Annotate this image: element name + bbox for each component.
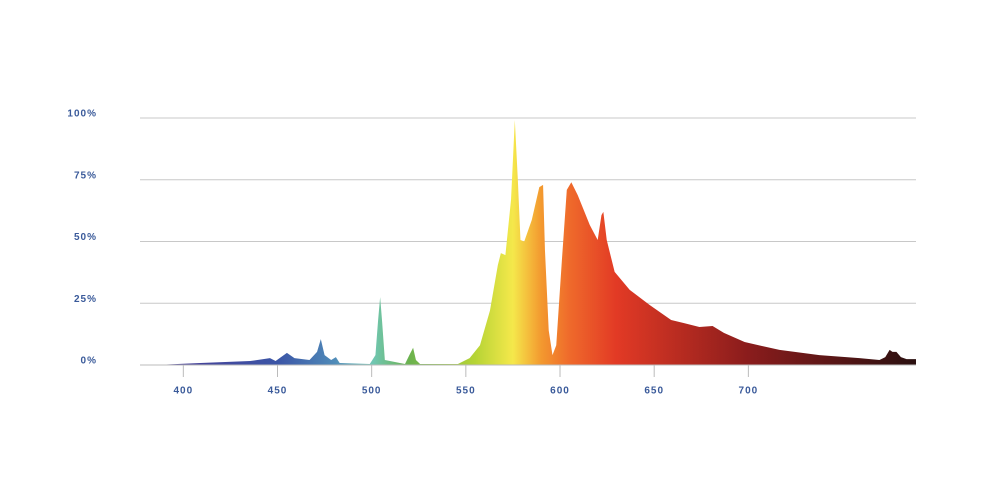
x-tick-label: 500 (362, 386, 382, 397)
y-tick-label: 100% (67, 109, 97, 120)
y-tick-label: 0% (81, 356, 97, 367)
x-tick-label: 600 (550, 386, 570, 397)
y-tick-label: 25% (74, 294, 97, 305)
x-tick-label: 650 (644, 386, 664, 397)
y-tick-label: 75% (74, 170, 97, 181)
x-tick-label: 400 (173, 386, 193, 397)
y-tick-label: 50% (74, 232, 97, 243)
x-tick-label: 550 (456, 386, 476, 397)
spectrum-area (155, 119, 916, 365)
x-tick-label: 700 (739, 386, 759, 397)
x-tick-label: 450 (268, 386, 288, 397)
